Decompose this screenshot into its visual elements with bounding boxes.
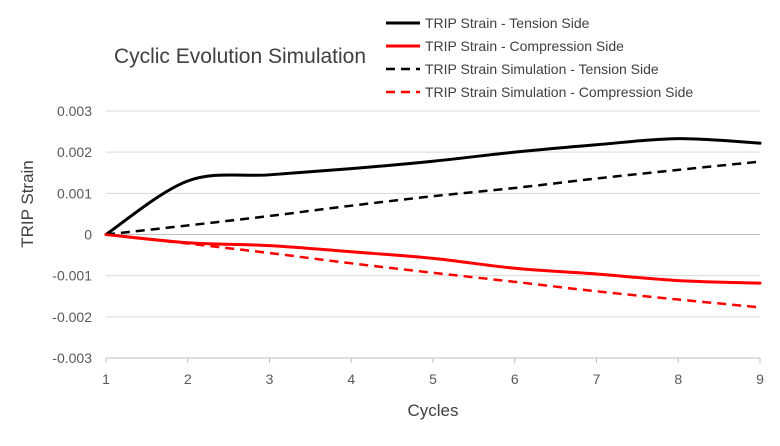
legend-label-1: TRIP Strain - Tension Side xyxy=(425,15,590,31)
legend: TRIP Strain - Tension Side TRIP Strain - … xyxy=(386,15,693,100)
series-line-4 xyxy=(105,233,761,309)
x-tick-label: 9 xyxy=(756,371,764,387)
x-tick-label: 1 xyxy=(102,371,110,387)
y-tick-label: 0.002 xyxy=(57,144,92,160)
legend-label-2: TRIP Strain - Compression Side xyxy=(425,38,624,54)
x-tick-label: 6 xyxy=(511,371,519,387)
x-tick-label: 2 xyxy=(184,371,192,387)
x-tick-label: 5 xyxy=(429,371,437,387)
y-tick-label: 0 xyxy=(84,227,92,243)
axes: 0.003 0.002 0.001 0 -0.001 -0.002 -0.003 1 2 3 4 5 6… xyxy=(52,103,764,387)
chart-title: Cyclic Evolution Simulation xyxy=(114,45,366,68)
y-tick-label: -0.002 xyxy=(52,309,92,325)
x-tick-label: 3 xyxy=(266,371,274,387)
series-line-1 xyxy=(104,137,762,236)
y-axis-title: TRIP Strain xyxy=(18,160,37,248)
x-tick-label: 8 xyxy=(674,371,682,387)
y-tick-label: 0.003 xyxy=(57,103,92,119)
x-tick-label: 4 xyxy=(347,371,355,387)
y-tick-label: -0.003 xyxy=(52,350,92,366)
series-lines xyxy=(104,137,762,309)
y-tick-label: 0.001 xyxy=(57,185,92,201)
gridlines xyxy=(106,110,760,359)
y-tick-label: -0.001 xyxy=(52,268,92,284)
x-axis-title: Cycles xyxy=(407,401,458,420)
x-tick-label: 7 xyxy=(593,371,601,387)
legend-label-3: TRIP Strain Simulation - Tension Side xyxy=(425,61,659,77)
series-line-3 xyxy=(105,160,761,236)
legend-label-4: TRIP Strain Simulation - Compression Sid… xyxy=(425,84,693,100)
series-line-2 xyxy=(104,233,762,285)
